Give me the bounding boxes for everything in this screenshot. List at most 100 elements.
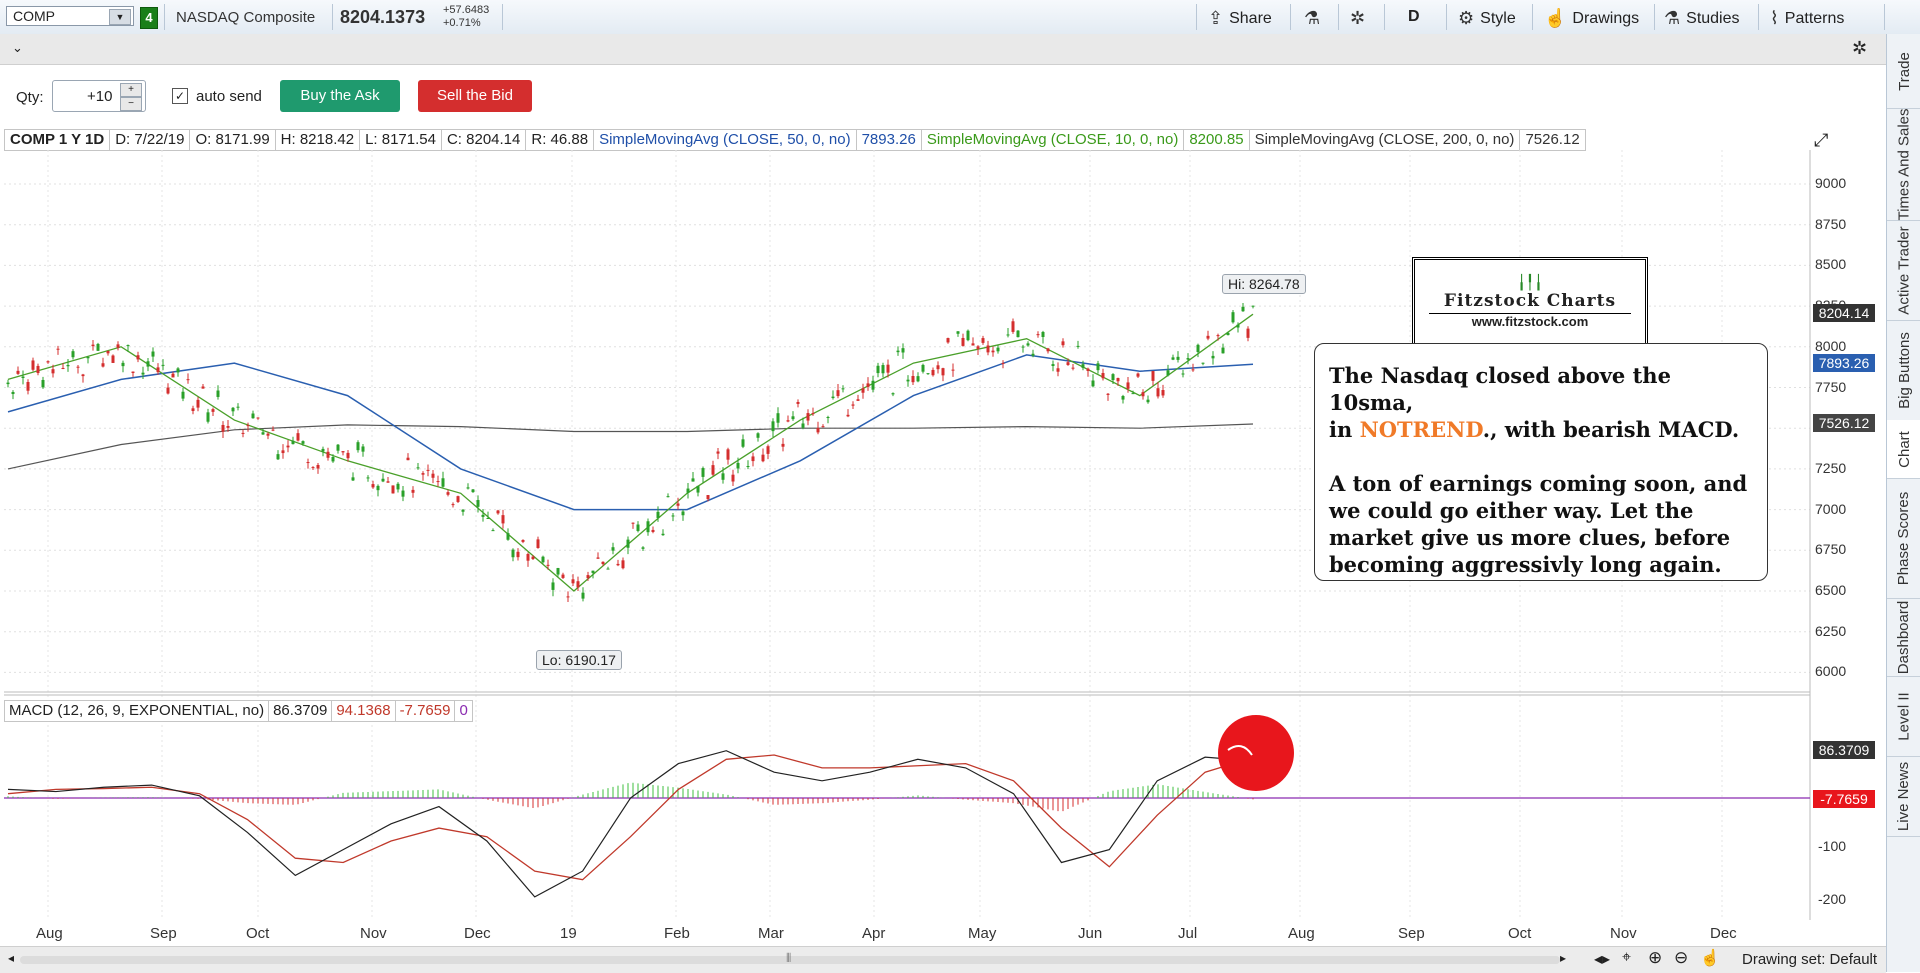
side-tab-big-buttons[interactable]: Big Buttons <box>1887 320 1920 421</box>
candle-body <box>341 451 345 453</box>
drawings-button[interactable]: ☝ Drawings <box>1544 8 1639 29</box>
side-tab-chart[interactable]: Chart <box>1887 420 1920 479</box>
style-label: Style <box>1480 9 1516 27</box>
candle-body <box>876 365 880 374</box>
side-tab-active-trader[interactable]: Active Trader <box>1887 220 1920 321</box>
side-tab-label: Trade <box>1895 51 1913 91</box>
side-tab-level-ii[interactable]: Level II <box>1887 676 1920 757</box>
symbol-input[interactable]: COMP ▼ <box>6 6 134 26</box>
time-tick: Sep <box>150 925 177 942</box>
candle-body <box>976 346 980 349</box>
time-tick: Aug <box>36 925 63 942</box>
candle-body <box>31 360 35 370</box>
sell-bid-button[interactable]: Sell the Bid <box>418 80 532 112</box>
sma50-label[interactable]: SimpleMovingAvg (CLOSE, 50, 0, no) <box>593 129 857 151</box>
candle-body <box>1051 364 1055 367</box>
scroll-right-icon[interactable]: ▸ <box>1560 951 1567 965</box>
minus-icon[interactable]: − <box>120 97 142 111</box>
expand-horizontal-icon[interactable]: ◂▸ <box>1594 951 1611 968</box>
zoom-in-icon[interactable]: ⊕ <box>1648 948 1663 967</box>
time-tick: Oct <box>246 925 270 942</box>
quantity-stepper[interactable]: +10 + − <box>52 80 146 112</box>
horizontal-scrollbar[interactable] <box>20 956 1560 964</box>
candle-body <box>316 465 320 469</box>
studies-button[interactable]: ⚗ Studies <box>1664 8 1740 29</box>
symbol-dropdown-button[interactable]: ▼ <box>109 9 131 25</box>
side-tab-trade[interactable]: Trade <box>1887 34 1920 109</box>
zoom-out-icon[interactable]: ⊖ <box>1674 948 1689 967</box>
candle-body <box>1076 345 1080 347</box>
candle-body <box>416 467 420 469</box>
side-tab-times-and-sales[interactable]: Times And Sales <box>1887 108 1920 221</box>
divider <box>164 4 165 30</box>
candle-body <box>1196 344 1200 352</box>
candle-body <box>626 539 630 548</box>
candle-body <box>1141 392 1145 397</box>
chevron-down-icon[interactable]: ⌄ <box>12 40 23 55</box>
candle-body <box>246 425 250 427</box>
time-tick: May <box>968 925 997 942</box>
flask-icon: ⚗ <box>1304 8 1321 28</box>
macd-label[interactable]: MACD (12, 26, 9, EXPONENTIAL, no) <box>4 700 270 722</box>
crosshair-icon[interactable]: ⌖ <box>1622 949 1632 966</box>
order-bar: Qty: +10 + − ✓ auto send Buy the Ask Sel… <box>0 78 1880 114</box>
side-tab-dashboard[interactable]: Dashboard <box>1887 598 1920 677</box>
share-button[interactable]: ⇪ Share <box>1208 8 1272 29</box>
style-button[interactable]: ⚙ Style <box>1458 8 1516 29</box>
macd-histogram <box>7 782 1254 812</box>
sma10-label[interactable]: SimpleMovingAvg (CLOSE, 10, 0, no) <box>920 129 1185 151</box>
candle-body <box>206 412 210 422</box>
candle-body <box>36 365 40 373</box>
candle-body <box>221 424 225 432</box>
price-tick: 9000 <box>1815 175 1847 191</box>
side-tab-live-news[interactable]: Live News <box>1887 756 1920 837</box>
sma200-label[interactable]: SimpleMovingAvg (CLOSE, 200, 0, no) <box>1248 129 1521 151</box>
candle-body <box>381 478 385 482</box>
candle-body <box>816 428 820 433</box>
macd-avg: 94.1368 <box>331 700 396 722</box>
note-para2: A ton of earnings coming soon, and we co… <box>1329 471 1748 577</box>
candle-body <box>1191 369 1195 371</box>
candle-body <box>461 509 465 512</box>
drawing-set-label[interactable]: Drawing set: Default <box>1742 951 1878 968</box>
buy-ask-button[interactable]: Buy the Ask <box>280 80 400 112</box>
candle-body <box>336 444 340 451</box>
patterns-icon: ⌇ <box>1770 8 1779 28</box>
auto-send-checkbox[interactable]: ✓ <box>172 88 188 104</box>
flask-button[interactable]: ⚗ <box>1304 8 1320 29</box>
pan-hand-icon[interactable]: ☝ <box>1700 950 1720 967</box>
candle-body <box>421 473 425 475</box>
expand-icon[interactable]: ⤢ <box>1814 130 1829 150</box>
candle-body <box>776 413 780 423</box>
highlight-stroke <box>1227 745 1253 756</box>
candle-body <box>231 407 235 412</box>
divider <box>1338 4 1339 30</box>
side-tab-phase-scores[interactable]: Phase Scores <box>1887 478 1920 599</box>
period-button[interactable]: D <box>1408 8 1420 26</box>
candle-body <box>271 429 275 431</box>
candle-body <box>446 492 450 495</box>
candle-body <box>56 348 60 350</box>
candle-body <box>146 361 150 367</box>
time-tick: Aug <box>1288 925 1315 942</box>
plus-icon[interactable]: + <box>120 83 142 97</box>
candle-body <box>386 481 390 483</box>
candle-body <box>321 448 325 452</box>
time-tick: Oct <box>1508 925 1532 942</box>
candle-body <box>616 563 620 566</box>
sma50-line <box>7 354 1254 511</box>
settings-button[interactable]: ✲ <box>1350 8 1365 29</box>
divider <box>502 4 503 30</box>
patterns-button[interactable]: ⌇ Patterns <box>1770 8 1844 29</box>
time-tick: Apr <box>862 925 886 942</box>
candle-body <box>1081 364 1085 368</box>
scroll-thumb-icon[interactable]: ⦀ <box>786 951 792 965</box>
link-group-badge[interactable]: 4 <box>140 7 158 29</box>
high-callout: Hi: 8264.78 <box>1222 274 1306 294</box>
candle-body <box>691 478 695 482</box>
candle-body <box>821 426 825 428</box>
divider <box>1884 4 1885 30</box>
gear-icon[interactable]: ✲ <box>1852 38 1868 58</box>
scroll-left-icon[interactable]: ◂ <box>8 951 15 965</box>
candle-body <box>226 426 230 428</box>
